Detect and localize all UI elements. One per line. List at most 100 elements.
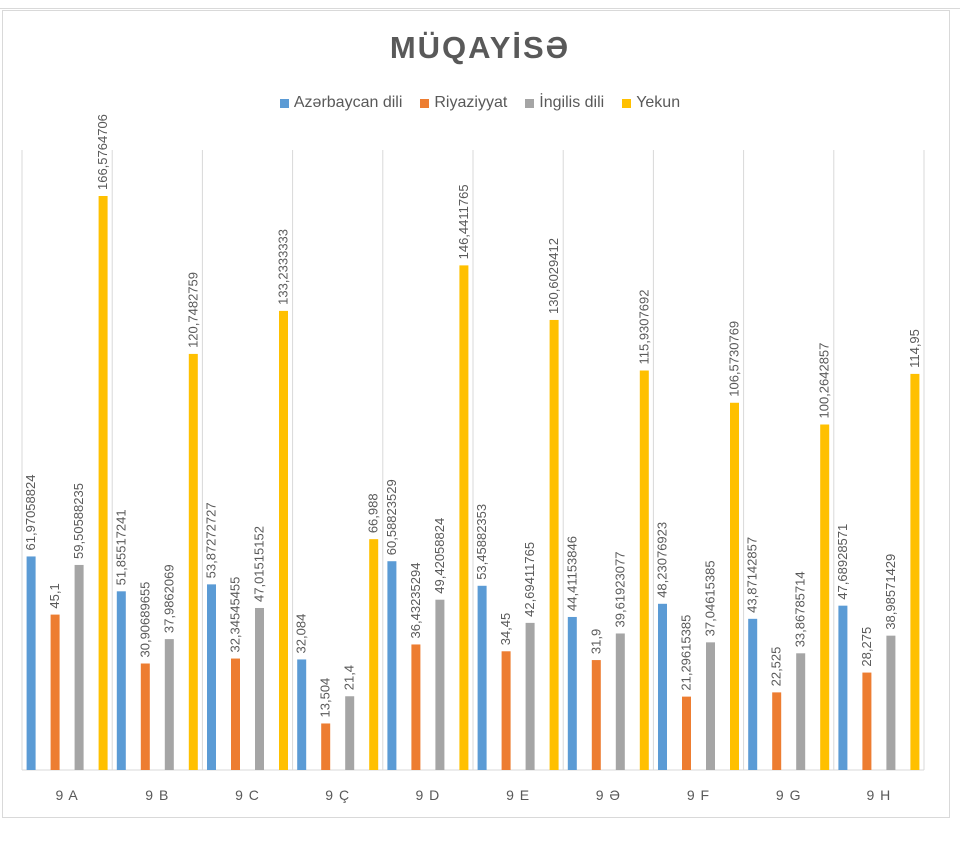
bar-az-rbaycan-dili-2 <box>116 591 126 770</box>
category-label-9: 9 G <box>776 787 802 803</box>
data-label-riyaziyyat-5: 36,43235294 <box>408 563 423 639</box>
legend-item-yekun: Yekun <box>622 94 680 112</box>
data-label-yekun-6: 130,6029412 <box>546 238 561 314</box>
bar-riyaziyyat-8 <box>682 696 691 770</box>
data-label-az-rbaycan-dili-3: 53,87272727 <box>204 502 219 578</box>
data-label-i-ngilis-dili-8: 37,04615385 <box>703 560 718 636</box>
legend-swatch-ingilis-dili <box>525 98 535 108</box>
bar-az-rbaycan-dili-4 <box>297 659 307 770</box>
data-label-yekun-8: 106,5730769 <box>727 321 742 397</box>
legend-label-azerbaycan-dili: Azərbaycan dili <box>293 94 403 111</box>
bar-i-ngilis-dili-2 <box>164 639 174 770</box>
data-label-yekun-9: 100,2642857 <box>817 343 832 419</box>
chart-title: MÜQAYİSƏ <box>389 30 571 65</box>
data-label-i-ngilis-dili-3: 47,01515152 <box>252 526 267 602</box>
bar-az-rbaycan-dili-1 <box>26 556 36 770</box>
category-label-6: 9 E <box>506 787 530 803</box>
bar-az-rbaycan-dili-5 <box>387 561 397 770</box>
data-label-yekun-1: 166,5764706 <box>95 114 110 190</box>
category-label-1: 9 A <box>55 787 78 803</box>
chart-legend: Azərbaycan dili Riyaziyyat İngilis dili … <box>0 94 960 112</box>
data-label-riyaziyyat-9: 22,525 <box>769 647 784 687</box>
bar-az-rbaycan-dili-6 <box>477 585 487 770</box>
bar-riyaziyyat-10 <box>862 672 872 770</box>
data-label-riyaziyyat-8: 21,29615385 <box>679 615 694 691</box>
data-label-riyaziyyat-2: 30,90689655 <box>137 582 152 658</box>
bar-riyaziyyat-7 <box>591 660 601 770</box>
data-label-az-rbaycan-dili-10: 47,68928571 <box>835 524 850 600</box>
data-label-riyaziyyat-1: 45,1 <box>47 583 62 608</box>
chart-card <box>2 10 950 818</box>
legend-swatch-yekun <box>622 98 632 108</box>
bar-i-ngilis-dili-1 <box>74 564 84 770</box>
data-label-i-ngilis-dili-7: 39,61923077 <box>612 552 627 628</box>
legend-item-azerbaycan-dili: Azərbaycan dili <box>279 94 403 112</box>
data-label-yekun-7: 115,9307692 <box>636 290 651 365</box>
bar-i-ngilis-dili-8 <box>706 642 715 770</box>
data-label-riyaziyyat-7: 31,9 <box>588 629 603 654</box>
data-label-riyaziyyat-6: 34,45 <box>498 613 513 646</box>
bar-i-ngilis-dili-4 <box>345 696 355 770</box>
data-label-i-ngilis-dili-6: 42,69411765 <box>522 542 537 617</box>
data-label-i-ngilis-dili-10: 38,98571429 <box>883 554 898 630</box>
bar-riyaziyyat-2 <box>140 663 150 770</box>
bar-yekun-5 <box>459 265 469 770</box>
bar-riyaziyyat-1 <box>50 614 60 770</box>
bar-az-rbaycan-dili-7 <box>567 616 577 770</box>
bar-yekun-7 <box>639 370 649 770</box>
bar-az-rbaycan-dili-3 <box>207 584 216 770</box>
bar-yekun-4 <box>369 539 379 770</box>
bar-az-rbaycan-dili-10 <box>838 605 848 770</box>
legend-item-riyaziyyat: Riyaziyyat <box>420 94 507 112</box>
bar-i-ngilis-dili-10 <box>886 635 896 770</box>
data-label-yekun-5: 146,4411765 <box>456 184 471 259</box>
data-label-yekun-3: 133,2333333 <box>276 229 291 305</box>
top-rule <box>0 0 960 9</box>
bar-i-ngilis-dili-6 <box>525 622 535 770</box>
category-label-5: 9 D <box>416 787 441 803</box>
data-label-az-rbaycan-dili-8: 48,23076923 <box>655 522 670 598</box>
legend-label-riyaziyyat: Riyaziyyat <box>434 94 508 111</box>
data-label-az-rbaycan-dili-5: 60,58823529 <box>384 479 399 555</box>
data-label-az-rbaycan-dili-6: 53,45882353 <box>474 504 489 580</box>
data-label-yekun-10: 114,95 <box>907 329 922 368</box>
legend-label-ingilis-dili: İngilis dili <box>539 94 605 111</box>
data-label-i-ngilis-dili-9: 33,86785714 <box>793 571 808 647</box>
bar-az-rbaycan-dili-8 <box>658 603 667 770</box>
data-label-riyaziyyat-4: 13,504 <box>318 678 333 718</box>
bar-az-rbaycan-dili-9 <box>748 618 758 770</box>
bar-yekun-2 <box>188 353 198 770</box>
bar-yekun-8 <box>730 402 739 770</box>
data-label-i-ngilis-dili-4: 21,4 <box>342 665 357 690</box>
legend-swatch-azerbaycan-dili <box>279 98 289 108</box>
data-label-riyaziyyat-3: 32,34545455 <box>228 577 243 653</box>
data-label-i-ngilis-dili-2: 37,9862069 <box>161 564 176 633</box>
bar-riyaziyyat-3 <box>231 658 240 770</box>
bar-riyaziyyat-9 <box>772 692 782 770</box>
bar-riyaziyyat-6 <box>501 651 511 770</box>
data-label-yekun-4: 66,988 <box>366 493 381 533</box>
bar-i-ngilis-dili-9 <box>796 653 806 770</box>
data-label-az-rbaycan-dili-9: 43,87142857 <box>745 537 760 613</box>
category-label-8: 9 F <box>687 787 710 803</box>
data-label-i-ngilis-dili-1: 59,50588235 <box>71 483 86 559</box>
bar-yekun-1 <box>98 196 108 770</box>
category-label-3: 9 C <box>235 787 260 803</box>
bar-i-ngilis-dili-7 <box>615 633 625 770</box>
category-label-2: 9 B <box>145 787 169 803</box>
data-label-riyaziyyat-10: 28,275 <box>859 627 874 667</box>
data-label-i-ngilis-dili-5: 49,42058824 <box>432 518 447 594</box>
legend-item-ingilis-dili: İngilis dili <box>525 94 604 112</box>
data-label-az-rbaycan-dili-1: 61,97058824 <box>23 475 38 551</box>
bar-yekun-10 <box>910 373 920 770</box>
bar-riyaziyyat-5 <box>411 644 421 770</box>
data-label-az-rbaycan-dili-2: 51,85517241 <box>113 509 128 585</box>
bar-yekun-6 <box>549 319 559 770</box>
legend-swatch-riyaziyyat <box>420 98 430 108</box>
category-label-7: 9 Ə <box>596 787 621 803</box>
bar-yekun-9 <box>820 424 830 770</box>
bar-i-ngilis-dili-3 <box>255 607 264 770</box>
bar-yekun-3 <box>279 310 288 770</box>
